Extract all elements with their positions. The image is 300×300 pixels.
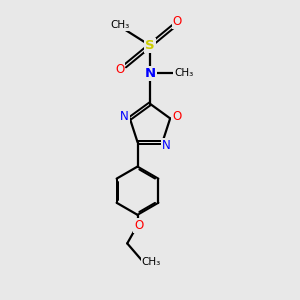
Text: O: O xyxy=(173,15,182,28)
Text: S: S xyxy=(145,39,155,52)
Text: O: O xyxy=(115,63,124,76)
Text: N: N xyxy=(120,110,129,123)
Text: O: O xyxy=(134,219,144,232)
Text: CH₃: CH₃ xyxy=(142,257,161,267)
Text: CH₃: CH₃ xyxy=(110,20,129,30)
Text: O: O xyxy=(172,110,181,123)
Text: N: N xyxy=(162,139,170,152)
Text: N: N xyxy=(144,67,156,80)
Text: CH₃: CH₃ xyxy=(174,68,194,78)
